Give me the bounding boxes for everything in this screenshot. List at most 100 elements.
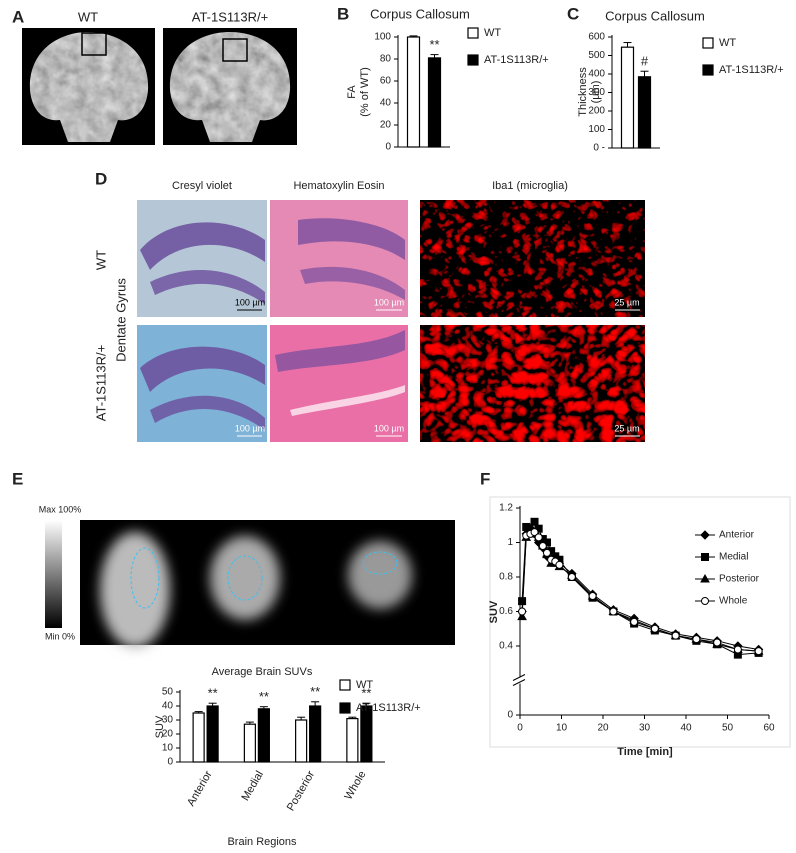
data-point — [650, 624, 659, 633]
panel-label: D — [95, 169, 107, 188]
data-point — [518, 607, 527, 616]
data-point — [530, 517, 539, 526]
legend-marker — [700, 573, 710, 583]
chart-title: Corpus Callosum — [370, 6, 470, 21]
scale-bar-label: 100 µm — [374, 423, 404, 433]
y-axis-label: Thickness — [577, 67, 589, 117]
y-axis-label: (% of WT) — [359, 67, 371, 117]
x-tick-label: 0 — [517, 723, 523, 734]
bar — [360, 705, 373, 763]
y-tick-label: 400 — [588, 69, 605, 80]
y-tick-label: 40 — [162, 701, 174, 712]
y-tick-label: 0 — [507, 710, 513, 721]
series-line — [521, 527, 759, 650]
x-tick-label: 10 — [556, 723, 568, 734]
data-point — [567, 573, 576, 581]
legend-label: Medial — [719, 552, 748, 563]
y-axis-label: SUV — [154, 715, 166, 738]
panel-label: E — [12, 469, 23, 488]
data-point — [609, 607, 618, 616]
plot-frame — [489, 496, 791, 748]
data-point — [692, 635, 701, 644]
y-tick-label: 60 — [380, 76, 392, 87]
y-tick-label: 200 — [588, 106, 605, 117]
x-tick-label: Whole — [343, 769, 369, 802]
legend-label: WT — [356, 679, 373, 691]
histology-image: 100 µm — [137, 200, 267, 317]
scale-bar-label: 100 µm — [235, 423, 265, 433]
bar — [427, 57, 442, 148]
bar — [406, 36, 421, 148]
bar — [206, 705, 219, 763]
column-heading: WT — [78, 9, 98, 24]
colorbar — [45, 520, 62, 628]
y-tick-label: 600 — [588, 32, 605, 43]
data-point — [713, 638, 722, 647]
legend-marker — [701, 597, 709, 605]
colorbar-label: Max 100% — [39, 504, 82, 514]
data-point — [733, 645, 742, 654]
legend-label: AT-1S113R/+ — [719, 64, 784, 76]
y-axis-label: SUV — [488, 600, 500, 623]
legend-marker — [701, 553, 709, 561]
legend-label: Anterior — [719, 530, 755, 541]
column-heading: AT-1S113R/+ — [192, 9, 268, 24]
y-tick-label: 40 — [380, 98, 392, 109]
y-tick-label: 20 — [380, 120, 392, 131]
y-tick-label: 300 — [588, 87, 605, 98]
bar — [620, 46, 635, 149]
x-tick-label: 30 — [639, 723, 651, 734]
data-point — [754, 647, 763, 656]
significance-label: ** — [259, 689, 269, 704]
significance-label: ** — [310, 684, 320, 699]
column-heading: Cresyl violet — [172, 180, 232, 192]
y-tick-label: 100 — [588, 124, 605, 135]
y-tick-label: 10 — [162, 743, 174, 754]
data-point — [538, 541, 547, 550]
scale-bar-label: 100 µm — [374, 297, 404, 307]
x-tick-label: 20 — [597, 723, 609, 734]
y-tick-label: 30 — [162, 715, 174, 726]
data-point — [671, 631, 680, 640]
y-tick-label: 0 - — [593, 143, 605, 154]
data-point — [588, 591, 597, 600]
legend-swatch — [467, 54, 479, 66]
x-tick-label: Medial — [239, 769, 266, 803]
panel-label: A — [12, 7, 24, 26]
y-tick-label: 20 — [162, 729, 174, 740]
histology-image: 100 µm — [270, 325, 408, 442]
row-label: AT-1S113R/+ — [93, 345, 108, 421]
y-tick-label: 500 — [588, 50, 605, 61]
mri-image — [22, 28, 155, 145]
data-point — [530, 528, 539, 537]
region-label: Dentate Gyrus — [113, 278, 128, 362]
significance-label: # — [641, 54, 649, 69]
legend-swatch — [702, 64, 714, 76]
bar — [637, 76, 652, 149]
axis-break — [512, 674, 526, 681]
legend-label: WT — [719, 37, 736, 49]
mri-image — [163, 28, 297, 145]
panel-label: C — [567, 4, 579, 23]
legend-swatch — [339, 702, 351, 714]
y-axis-label: FA — [346, 85, 358, 99]
legend-label: Posterior — [719, 574, 760, 585]
significance-label: ** — [208, 686, 218, 701]
colorbar-label: Min 0% — [45, 631, 75, 641]
legend-marker — [700, 530, 710, 540]
scale-bar-label: 25 µm — [614, 297, 639, 307]
chart-title: Average Brain SUVs — [212, 666, 313, 678]
y-tick-label: 0.4 — [499, 641, 513, 652]
bar — [309, 705, 322, 763]
bar — [257, 708, 270, 763]
data-point — [555, 560, 564, 569]
chart-title: Corpus Callosum — [605, 8, 705, 23]
axis-break — [514, 677, 526, 684]
histology-image: 100 µm — [137, 325, 267, 442]
y-tick-label: 100 — [374, 32, 391, 43]
data-point — [517, 611, 527, 621]
bar — [346, 717, 359, 763]
bar — [243, 723, 256, 763]
y-tick-label: 1.2 — [499, 503, 513, 514]
x-tick-label: 60 — [763, 723, 775, 734]
